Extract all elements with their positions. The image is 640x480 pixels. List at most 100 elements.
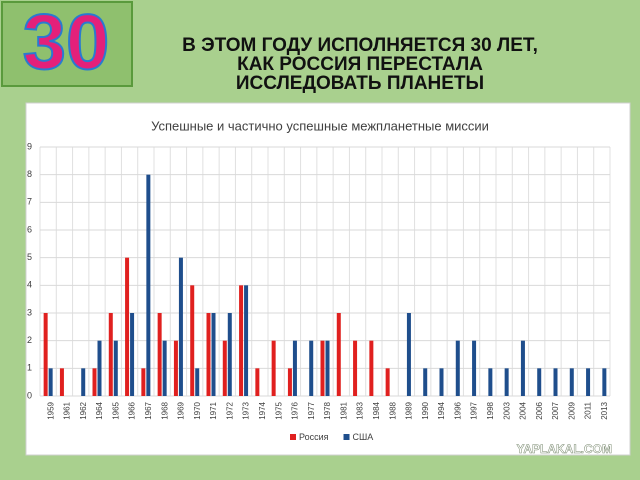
x-tick-label: 2011 [584, 401, 593, 419]
bar [569, 368, 574, 396]
x-tick-label: 1983 [356, 401, 365, 419]
bar [227, 313, 232, 396]
bar [239, 285, 244, 396]
x-tick-label: 1962 [79, 401, 88, 419]
x-tick-label: 2013 [600, 401, 609, 419]
bar [553, 368, 558, 396]
slide-title: КАК РОССИЯ ПЕРЕСТАЛА [237, 54, 483, 75]
bar [325, 340, 330, 396]
x-tick-label: 2003 [502, 401, 511, 419]
x-tick-label: 1976 [291, 401, 300, 419]
bar [455, 340, 460, 396]
x-tick-label: 1998 [486, 401, 495, 419]
x-tick-label: 1973 [242, 401, 251, 419]
x-tick-label: 1988 [388, 401, 397, 419]
x-tick-label: 1978 [323, 401, 332, 419]
y-tick-label: 3 [27, 307, 32, 317]
bar [59, 368, 64, 396]
bar [195, 368, 200, 396]
x-tick-label: 1977 [307, 401, 316, 419]
bar [423, 368, 428, 396]
x-tick-label: 1984 [372, 401, 381, 419]
x-tick-label: 1965 [111, 401, 120, 419]
bar [173, 340, 178, 396]
x-tick-label: 2007 [551, 401, 560, 419]
x-tick-label: 1975 [274, 401, 283, 419]
y-tick-label: 6 [27, 224, 32, 234]
x-tick-label: 1989 [405, 401, 414, 419]
bar [48, 368, 53, 396]
bar [206, 313, 211, 396]
logo: 30 [23, 0, 110, 86]
x-tick-label: 1964 [95, 401, 104, 419]
x-tick-label: 1969 [177, 401, 186, 419]
bar [320, 340, 325, 396]
bar [309, 340, 314, 396]
bar [43, 313, 48, 396]
bar [336, 313, 341, 396]
bar [178, 257, 183, 396]
x-tick-label: 1966 [128, 401, 137, 419]
bar [271, 340, 276, 396]
bar [222, 340, 227, 396]
legend-label: США [353, 432, 374, 442]
y-tick-label: 8 [27, 169, 32, 179]
x-tick-label: 1997 [470, 401, 479, 419]
legend-swatch [290, 434, 296, 440]
bar [406, 313, 411, 396]
x-tick-label: 2004 [519, 401, 528, 419]
bar [488, 368, 493, 396]
bar [244, 285, 249, 396]
bar [439, 368, 444, 396]
x-tick-label: 1968 [160, 401, 169, 419]
slide-title: ИССЛЕДОВАТЬ ПЛАНЕТЫ [236, 73, 484, 94]
x-tick-label: 1994 [437, 401, 446, 419]
bar [97, 340, 102, 396]
bar [125, 257, 130, 396]
bar [287, 368, 292, 396]
logo-box [1, 1, 133, 87]
bar [190, 285, 195, 396]
x-tick-label: 1970 [193, 401, 202, 419]
bar [157, 313, 162, 396]
bar [520, 340, 525, 396]
y-tick-label: 5 [27, 252, 32, 262]
bar [141, 368, 146, 396]
y-tick-label: 1 [27, 363, 32, 373]
x-tick-label: 2006 [535, 401, 544, 419]
x-tick-label: 1971 [209, 401, 218, 419]
watermark: YAPLAKAL.COM [516, 442, 612, 456]
bar [92, 368, 97, 396]
y-tick-label: 9 [27, 141, 32, 151]
legend-swatch [343, 434, 350, 440]
x-tick-label: 1996 [453, 401, 462, 419]
bar [292, 340, 297, 396]
bar [130, 313, 135, 396]
bar [81, 368, 86, 396]
bar [255, 368, 260, 396]
y-tick-label: 7 [27, 197, 32, 207]
bar [537, 368, 542, 396]
y-tick-label: 4 [27, 280, 32, 290]
bar [146, 174, 151, 396]
bar [211, 313, 216, 396]
x-tick-label: 1990 [421, 401, 430, 419]
x-tick-label: 1974 [258, 401, 267, 419]
x-tick-label: 1972 [225, 401, 234, 419]
y-tick-label: 0 [27, 390, 32, 400]
bar [108, 313, 113, 396]
x-tick-label: 1967 [144, 401, 153, 419]
bar [504, 368, 509, 396]
bar [586, 368, 591, 396]
bar [369, 340, 374, 396]
legend-label: Россия [299, 432, 329, 442]
slide-title: В ЭТОМ ГОДУ ИСПОЛНЯЕТСЯ 30 ЛЕТ, [182, 35, 538, 56]
x-tick-label: 1961 [63, 401, 72, 419]
bar [113, 340, 118, 396]
x-tick-label: 1959 [46, 401, 55, 419]
chart-title: Успешные и частично успешные межпланетны… [151, 118, 489, 133]
bar [385, 368, 390, 396]
bar [353, 340, 358, 396]
x-tick-label: 1981 [339, 401, 348, 419]
